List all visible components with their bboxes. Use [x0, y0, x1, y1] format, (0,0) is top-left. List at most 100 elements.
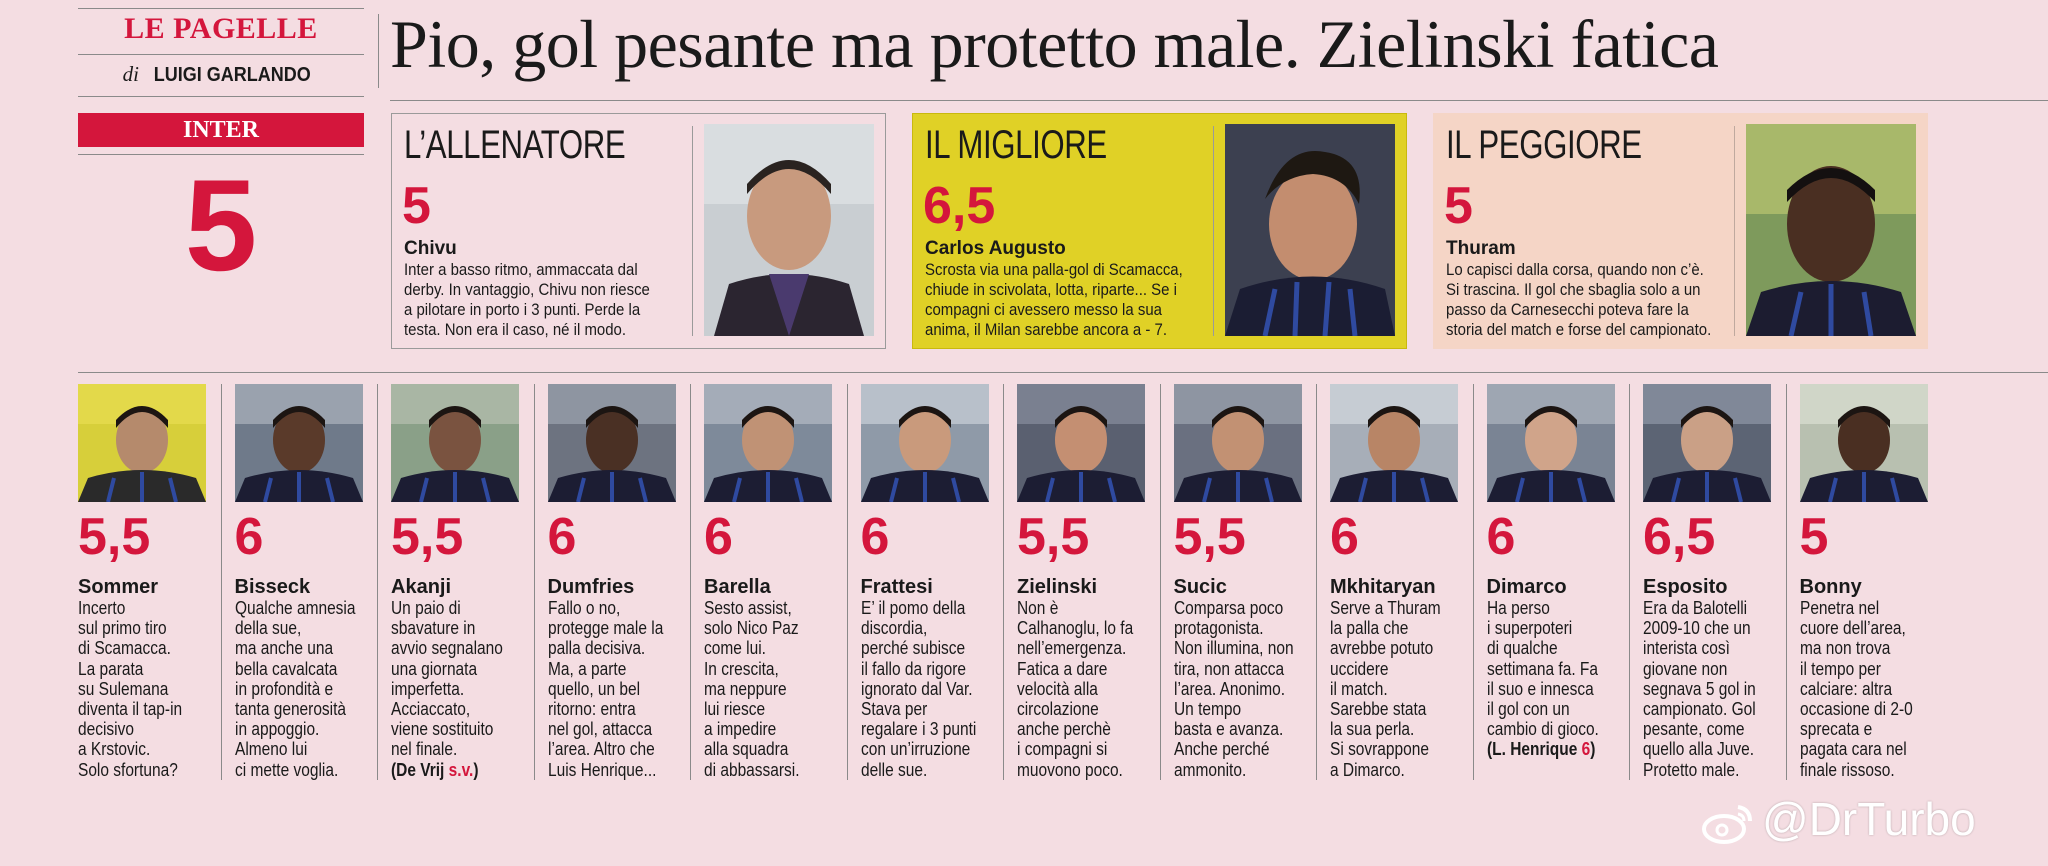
- player-photo: [1643, 384, 1771, 502]
- player-comment-text: Sesto assist, solo Nico Paz come lui. In…: [704, 598, 800, 780]
- player-name: Dimarco: [1486, 576, 1567, 598]
- player-column-divider: [1629, 384, 1630, 780]
- byline-prefix: di: [122, 62, 139, 86]
- worst-text-line: Si trascina. Il gol che sbaglia solo a u…: [1446, 280, 1701, 299]
- player-comment: Era da Balotelli 2009-10 che un interist…: [1643, 598, 1777, 780]
- substitute-score: 6: [1581, 739, 1590, 760]
- best-divider: [1213, 126, 1214, 336]
- player-comment: E’ il pomo della discordia, perché subis…: [861, 598, 995, 780]
- substitute-score: s.v.: [448, 759, 474, 780]
- player-score: 6,5: [1643, 508, 1716, 566]
- substitute-name: De Vrij: [396, 759, 445, 780]
- best-photo: [1225, 124, 1395, 336]
- player-score: 6: [234, 508, 264, 566]
- watermark-text: @DrTurbo: [1762, 793, 1976, 845]
- headline: Pio, gol pesante ma protetto male. Zieli…: [390, 6, 1719, 82]
- player-photo: [78, 384, 206, 502]
- best-text-line: Scrosta via una palla-gol di Scamacca,: [925, 260, 1183, 279]
- player-comment-text: Serve a Thuram la palla che avrebbe potu…: [1330, 598, 1441, 780]
- player-comment-text: Ha perso i superpoteri di qualche settim…: [1486, 598, 1599, 740]
- player-photo: [704, 384, 832, 502]
- player-akanji: 5,5 Akanji Un paio di sbavature in avvio s…: [391, 384, 547, 784]
- player-score: 5: [1799, 508, 1829, 566]
- player-photo: [1017, 384, 1145, 502]
- player-name: Esposito: [1643, 576, 1728, 598]
- player-comment-text: Fallo o no, protegge male la palla decis…: [547, 598, 663, 780]
- coach-text-line: a pilotare in porto i 3 punti. Perde la: [404, 300, 641, 319]
- player-photo: [1486, 384, 1615, 502]
- player-name: Akanji: [391, 576, 452, 598]
- best-text-line: chiude in scivolata, lotta, riparte... S…: [925, 280, 1177, 299]
- player-name: Mkhitaryan: [1330, 576, 1436, 598]
- header-vertical-rule: [378, 14, 379, 88]
- coach-label: L’ALLENATORE: [404, 123, 626, 167]
- coach-box: L’ALLENATORE 5 Chivu Inter a basso ritmo…: [391, 113, 886, 349]
- player-comment-text: Non è Calhanoglu, lo fa nell’emergenza. …: [1017, 598, 1134, 780]
- coach-divider: [692, 126, 693, 336]
- player-comment: Sesto assist, solo Nico Paz come lui. In…: [704, 598, 838, 780]
- player-column-divider: [846, 384, 848, 780]
- player-dumfries: 6 Dumfries Fallo o no, protegge male la pa…: [547, 384, 704, 784]
- player-score: 6: [1330, 508, 1359, 566]
- worst-photo: [1746, 124, 1916, 336]
- best-text-line: compagni ci avessero messo la sua: [925, 300, 1162, 319]
- worst-box: IL PEGGIORE 5 Thuram Lo capisci dalla co…: [1433, 113, 1928, 349]
- player-column-divider: [533, 384, 535, 780]
- coach-text-line: derby. In vantaggio, Chivu non riesce: [404, 280, 650, 299]
- player-name: Barella: [704, 576, 771, 598]
- player-name: Zielinski: [1017, 576, 1098, 598]
- player-name: Bonny: [1799, 576, 1862, 598]
- player-column-divider: [1316, 384, 1317, 780]
- worst-name: Thuram: [1446, 238, 1516, 259]
- section-title: LE PAGELLE: [124, 12, 318, 45]
- best-box: IL MIGLIORE 6,5 Carlos Augusto Scrosta v…: [912, 113, 1407, 349]
- player-column-divider: [1472, 384, 1474, 780]
- sub-paren-close: ): [473, 759, 479, 780]
- player-comment: Serve a Thuram la palla che avrebbe potu…: [1330, 598, 1464, 780]
- player-comment: Fallo o no, protegge male la palla decis…: [548, 598, 682, 780]
- player-score: 5,5: [78, 508, 151, 566]
- worst-text-line: Lo capisci dalla corsa, quando non c’è.: [1446, 260, 1704, 279]
- player-comment-text: Era da Balotelli 2009-10 che un interist…: [1643, 598, 1756, 780]
- player-photo: [1173, 384, 1302, 502]
- player-score: 6: [704, 508, 733, 566]
- player-column-divider: [377, 384, 378, 780]
- team-name: INTER: [78, 113, 364, 147]
- player-column-divider: [1785, 384, 1787, 780]
- player-sucic: 5,5 Sucic Comparsa poco protagonista. Non …: [1173, 384, 1330, 784]
- player-comment-text: Comparsa poco protagonista. Non illumina…: [1173, 598, 1294, 780]
- player-comment: Un paio di sbavature in avvio segnalano …: [391, 598, 525, 780]
- player-comment: Non è Calhanoglu, lo fa nell’emergenza. …: [1017, 598, 1151, 780]
- best-name: Carlos Augusto: [925, 238, 1066, 259]
- player-sommer: 5,5 Sommer Incerto sul primo tiro di Scama…: [78, 384, 234, 784]
- coach-text-line: testa. Non era il caso, né il modo.: [404, 320, 627, 339]
- team-rule: [78, 154, 364, 155]
- player-comment: Comparsa poco protagonista. Non illumina…: [1174, 598, 1308, 780]
- player-score: 6: [860, 508, 890, 566]
- best-score: 6,5: [923, 177, 996, 235]
- weibo-icon: [1700, 801, 1756, 845]
- team-score: 5: [184, 152, 258, 298]
- player-comment-text: Incerto sul primo tiro di Scamacca. La p…: [78, 598, 183, 780]
- coach-score: 5: [402, 177, 431, 235]
- player-dimarco: 6 Dimarco Ha perso i superpoteri di qualch…: [1486, 384, 1643, 784]
- player-comment-text: E’ il pomo della discordia, perché subis…: [860, 598, 976, 780]
- player-comment: Qualche amnesia della sue, ma anche una …: [235, 598, 369, 780]
- player-name: Bisseck: [234, 576, 311, 598]
- player-comment-text: Qualche amnesia della sue, ma anche una …: [234, 598, 355, 780]
- byline-author: LUIGI GARLANDO: [153, 64, 311, 86]
- player-name: Sommer: [78, 576, 159, 598]
- byline-rule: [78, 54, 364, 55]
- watermark: @DrTurbo: [1700, 792, 1976, 846]
- player-comment: Ha perso i superpoteri di qualche settim…: [1487, 598, 1621, 760]
- player-score: 5,5: [1173, 508, 1246, 566]
- coach-name: Chivu: [404, 238, 457, 259]
- coach-photo: [704, 124, 874, 336]
- player-bisseck: 6 Bisseck Qualche amnesia della sue, ma an…: [234, 384, 391, 784]
- best-label: IL MIGLIORE: [925, 123, 1107, 167]
- player-score: 5,5: [1017, 508, 1090, 566]
- worst-score: 5: [1444, 177, 1473, 235]
- player-column-divider: [220, 384, 222, 780]
- best-text: Scrosta via una palla-gol di Scamacca, c…: [925, 260, 1435, 340]
- substitute-name: L. Henrique: [1491, 739, 1577, 760]
